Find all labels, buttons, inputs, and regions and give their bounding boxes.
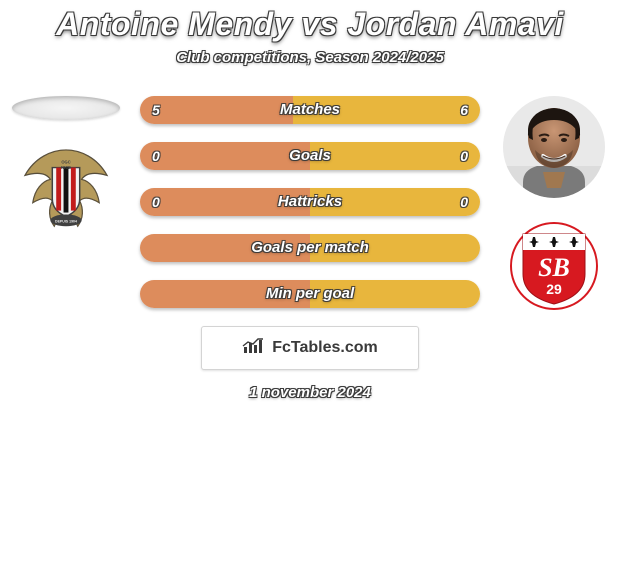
- stat-row: Goals00: [140, 142, 480, 170]
- svg-text:SB: SB: [538, 253, 570, 282]
- stat-rows: Matches56 Goals00 Hattricks00 Goals per mat…: [140, 96, 480, 308]
- stat-row: Goals per match: [140, 234, 480, 262]
- stat-bar-left: [140, 280, 310, 308]
- stat-row: Hattricks00: [140, 188, 480, 216]
- page-title: Antoine Mendy vs Jordan Amavi: [0, 6, 620, 43]
- svg-text:29: 29: [546, 281, 562, 297]
- stat-bar-left: [140, 142, 310, 170]
- footer-logo-text: FcTables.com: [272, 339, 378, 357]
- svg-text:NICE: NICE: [61, 165, 71, 170]
- club-crest-brest: SB 29: [503, 222, 605, 310]
- page-subtitle: Club competitions, Season 2024/2025: [0, 49, 620, 66]
- stats-area: OGC NICE DEPUIS 1904: [0, 96, 620, 308]
- club-crest-nice: OGC NICE DEPUIS 1904: [17, 148, 115, 236]
- right-player-column: SB 29: [494, 96, 614, 310]
- svg-text:DEPUIS 1904: DEPUIS 1904: [55, 219, 77, 223]
- stat-bar-right: [310, 234, 480, 262]
- stat-bar-left: [140, 96, 293, 124]
- stat-bar-right: [310, 188, 480, 216]
- chart-icon: [242, 337, 264, 360]
- footer-date: 1 november 2024: [0, 384, 620, 401]
- player-avatar-photo: [503, 96, 605, 198]
- footer-logo: FcTables.com: [201, 326, 419, 370]
- stat-bar-right: [293, 96, 480, 124]
- left-player-column: OGC NICE DEPUIS 1904: [6, 96, 126, 236]
- player-avatar-placeholder: [12, 96, 120, 120]
- stat-bar-right: [310, 142, 480, 170]
- svg-text:OGC: OGC: [61, 160, 70, 165]
- stat-row: Matches56: [140, 96, 480, 124]
- stat-row: Min per goal: [140, 280, 480, 308]
- stat-bar-left: [140, 234, 310, 262]
- stat-bar-left: [140, 188, 310, 216]
- stat-bar-right: [310, 280, 480, 308]
